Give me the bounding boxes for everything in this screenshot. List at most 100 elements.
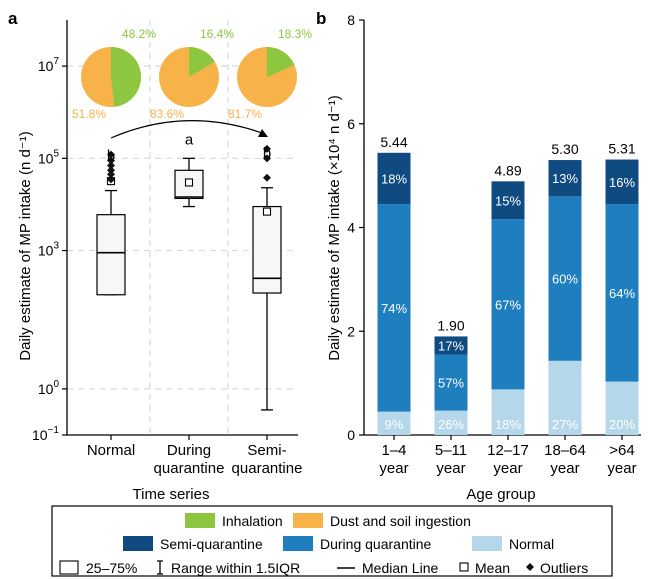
legend-swatch-box xyxy=(59,560,79,575)
legend-swatch-normal xyxy=(472,536,502,551)
comparison-arrow xyxy=(110,120,268,139)
tick-base: 10 xyxy=(32,427,48,443)
outlier-marker xyxy=(107,170,115,179)
legend-label-outliers: Outliers xyxy=(540,560,588,576)
bar-segment-label: 18% xyxy=(495,417,521,432)
legend-label-semi-quarantine: Semi-quarantine xyxy=(160,536,263,552)
bar-total-label: 5.31 xyxy=(608,141,635,157)
bar-segment xyxy=(548,160,582,197)
outlier-marker xyxy=(107,161,115,170)
bar-segment-label: 60% xyxy=(552,272,578,287)
outlier-marker xyxy=(263,154,271,163)
panel-a-x-tick-label: quarantine xyxy=(154,460,225,477)
panel-b-x-tick-label: 1–4 xyxy=(381,442,406,459)
panel-b-x-tick-label: year xyxy=(436,460,465,477)
legend-symbol-outliers xyxy=(526,563,534,571)
significance-letter: b xyxy=(263,145,271,162)
pie-slice-inhalation xyxy=(189,47,215,77)
pie-label-dust: 81.7% xyxy=(228,107,262,121)
bar-segment-label: 74% xyxy=(381,301,407,316)
tick-base: 10 xyxy=(38,58,54,74)
tick-base: 10 xyxy=(38,243,54,259)
box-iqr xyxy=(96,214,126,296)
bar-segment-label: 15% xyxy=(495,193,521,208)
mean-marker xyxy=(184,178,194,187)
bar-segment xyxy=(434,410,468,435)
panel-b-x-tick-label: year xyxy=(550,460,579,477)
legend-label-normal: Normal xyxy=(509,536,554,552)
pie-chart: 16.4% 83.6% xyxy=(150,27,234,121)
tick-exponent: −1 xyxy=(48,425,60,436)
bar-segment-label: 57% xyxy=(438,376,464,391)
panel-b-y-tick-label: 4 xyxy=(347,220,355,236)
bar-segment xyxy=(491,181,525,220)
legend-swatch-dust xyxy=(293,513,323,528)
panel-b-chart: 024681–4year5–11year12–17year18–64year>6… xyxy=(326,12,641,503)
panel-b-x-tick-label: year xyxy=(493,460,522,477)
bar-segment xyxy=(491,219,525,390)
panel-a-x-tick-label: Normal xyxy=(87,442,135,459)
pie-slice-inhalation xyxy=(267,47,295,77)
panel-b-x-tick-label: 12–17 xyxy=(487,442,529,459)
bar-segment-label: 20% xyxy=(609,417,635,432)
arrow-head xyxy=(258,129,268,137)
tick-exponent: 5 xyxy=(53,148,59,159)
bar-segment xyxy=(377,204,411,412)
bar-segment xyxy=(491,389,525,435)
pie-chart: 18.3% 81.7% xyxy=(228,27,312,121)
panel-b-x-tick-label: 5–11 xyxy=(435,442,467,459)
tick-exponent: 0 xyxy=(53,379,59,390)
panel-b-x-tick-label: year xyxy=(379,460,408,477)
bar-segment-label: 27% xyxy=(552,417,578,432)
panel-letter-b: b xyxy=(316,9,326,28)
outlier-marker xyxy=(263,173,271,182)
panel-b-x-tick-label: year xyxy=(607,460,636,477)
box-plot: b xyxy=(252,145,282,411)
outlier-marker xyxy=(107,156,115,165)
box-plot: b xyxy=(96,148,126,296)
bar-segment-label: 67% xyxy=(495,297,521,312)
panel-a-x-tick-label: quarantine xyxy=(232,460,303,477)
legend-label-range: Range within 1.5IQR xyxy=(171,560,300,576)
pie-label-inhalation: 16.4% xyxy=(200,27,234,41)
panel-b-y-tick-label: 2 xyxy=(347,323,355,339)
bar-segment-label: 13% xyxy=(552,171,578,186)
bar-total-label: 5.30 xyxy=(551,141,578,157)
legend-label-mean: Mean xyxy=(475,560,510,576)
panel-b-x-tick-label: 18–64 xyxy=(544,442,586,459)
legend-label-dust: Dust and soil ingestion xyxy=(330,513,471,529)
panel-a-y-tick-label: 105 xyxy=(38,148,60,166)
tick-base: 10 xyxy=(38,381,54,397)
legend-swatch-during-quarantine xyxy=(283,536,313,551)
legend-label-during-quarantine: During quarantine xyxy=(320,536,432,552)
legend-label-box: 25–75% xyxy=(86,560,137,576)
panel-a-y-axis-label: Daily estimate of MP intake (n d⁻¹) xyxy=(17,131,34,360)
bar-segment-label: 9% xyxy=(385,417,404,432)
bar-segment xyxy=(377,411,411,435)
legend-swatch-semi-quarantine xyxy=(123,536,153,551)
panel-a-y-tick-label: 10−1 xyxy=(32,425,59,443)
pie-label-dust: 83.6% xyxy=(150,107,184,121)
panel-a-y-tick-label: 100 xyxy=(38,379,60,397)
bar-segment xyxy=(605,381,639,435)
panel-a-x-axis-label: Time series xyxy=(133,486,210,503)
legend-symbol-range xyxy=(157,560,163,575)
outlier-marker xyxy=(107,175,115,184)
panel-b-x-axis-label: Age group xyxy=(466,486,535,503)
bar-segment xyxy=(605,159,639,205)
pie-slice-inhalation xyxy=(111,47,142,107)
legend-symbol-mean xyxy=(459,562,469,572)
bar-total-label: 1.90 xyxy=(437,317,464,333)
bar-segment xyxy=(377,152,411,205)
arrow-curve xyxy=(110,120,263,139)
significance-letter: a xyxy=(185,131,194,148)
bar-segment-label: 64% xyxy=(609,286,635,301)
box-plot: a xyxy=(174,131,204,208)
bar-segment xyxy=(434,336,468,355)
outlier-marker xyxy=(107,150,115,159)
panel-b-y-tick-label: 8 xyxy=(347,12,355,28)
legend-swatch-inhalation xyxy=(185,513,215,528)
